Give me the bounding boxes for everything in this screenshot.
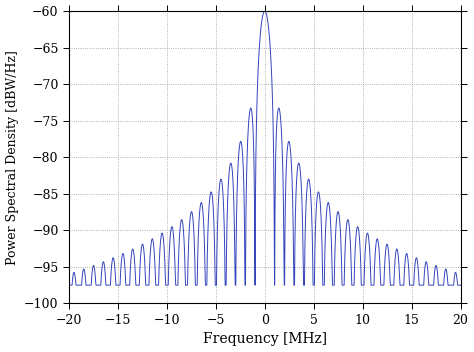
Y-axis label: Power Spectral Density [dBW/Hz]: Power Spectral Density [dBW/Hz] — [6, 50, 18, 265]
X-axis label: Frequency [MHz]: Frequency [MHz] — [203, 332, 327, 346]
